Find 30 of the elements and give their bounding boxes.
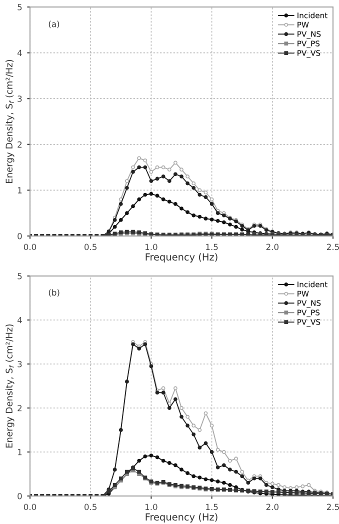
y-tick-label: 5 [18,273,22,280]
x-tick-label: 2.5 [326,504,339,510]
y-tick-label: 2 [18,141,22,148]
x-tick-label: 0.0 [24,504,36,510]
y-tick-label: 4 [17,50,22,56]
x-tick-label: 1.5 [206,504,218,510]
x-axis-title: Frequency (Hz) [146,253,218,262]
x-tick-label: 0.5 [84,244,96,250]
x-axis-title: Frequency (Hz) [146,513,218,522]
x-tick-label: 0.5 [84,504,96,510]
x-tick-label: 2.0 [266,504,278,510]
y-tick-label: 3 [18,360,22,368]
annotation: (b) [48,289,60,297]
y-tick-label: 5 [18,4,22,10]
y-tick-label: 0 [18,492,22,500]
y-tick-label: 0 [18,232,22,240]
y-axis-title: Energy Density, S$_{f}$ (cm²/Hz) [6,60,14,183]
annotation: (a) [48,20,60,28]
y-tick-label: 2 [18,404,22,412]
y-tick-label: 1 [18,449,22,456]
y-axis-title: Energy Density, S$_{f}$ (cm²/Hz) [6,324,14,448]
x-tick-label: 2.5 [326,244,339,250]
x-tick-label: 1.0 [145,244,158,250]
y-tick-label: 3 [18,96,22,102]
x-tick-label: 0.0 [24,244,36,250]
x-tick-label: 1.0 [145,504,158,510]
y-tick-label: 4 [17,317,22,324]
x-tick-label: 1.5 [206,244,218,250]
x-tick-label: 2.0 [266,244,278,250]
y-tick-label: 1 [18,187,22,194]
